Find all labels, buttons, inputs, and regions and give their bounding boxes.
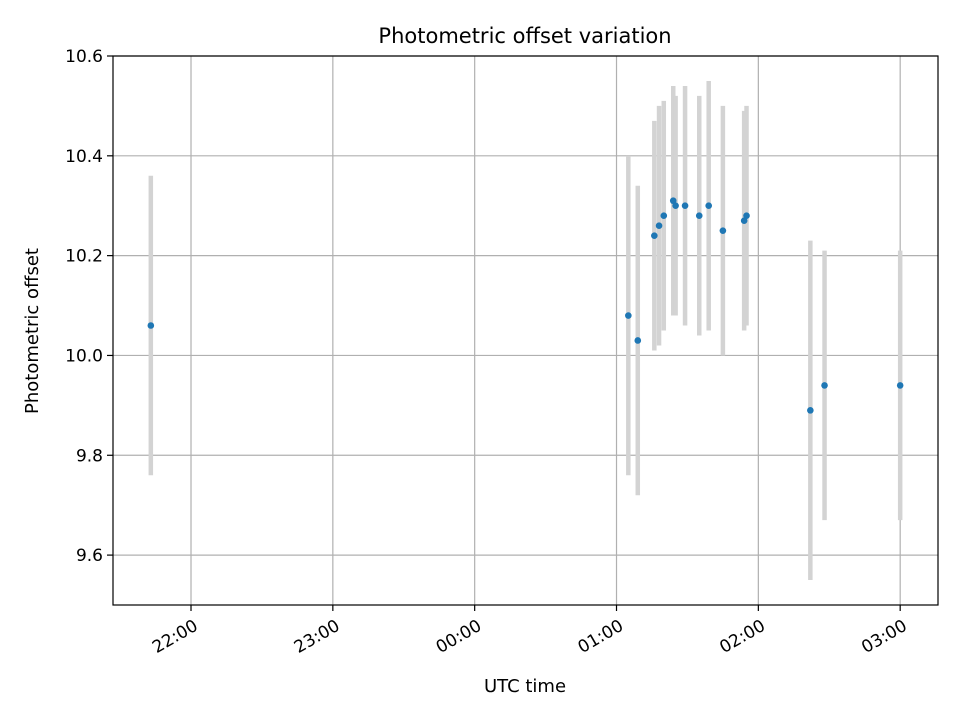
data-points <box>147 197 904 414</box>
chart-title: Photometric offset variation <box>378 24 671 48</box>
data-point <box>740 217 748 224</box>
plot-frame <box>112 55 939 606</box>
data-point <box>672 202 679 210</box>
data-point <box>896 382 904 389</box>
y-tick-label: 10.0 <box>65 346 103 366</box>
y-tick-label: 9.6 <box>76 546 103 566</box>
data-point <box>821 382 828 389</box>
y-tick-label: 10.4 <box>65 147 103 167</box>
data-point <box>705 202 713 210</box>
data-point <box>651 232 658 239</box>
data-point <box>634 337 642 344</box>
data-point <box>743 212 750 220</box>
y-axis-label: Photometric offset <box>22 248 43 414</box>
data-point <box>655 222 663 229</box>
data-point <box>669 197 677 205</box>
y-axis-ticks: 9.6 9.8 10.0 10.2 10.4 10.6 <box>65 47 113 566</box>
data-point <box>695 212 703 220</box>
data-point <box>147 322 155 329</box>
y-tick-label: 9.8 <box>76 446 103 466</box>
y-tick-label: 10.2 <box>65 247 103 267</box>
data-point <box>625 312 632 319</box>
data-point <box>681 202 689 210</box>
data-point <box>660 212 668 220</box>
data-point <box>807 407 814 414</box>
y-tick-label: 10.6 <box>65 47 103 67</box>
x-axis-label: UTC time <box>484 676 566 697</box>
data-point <box>719 227 727 234</box>
